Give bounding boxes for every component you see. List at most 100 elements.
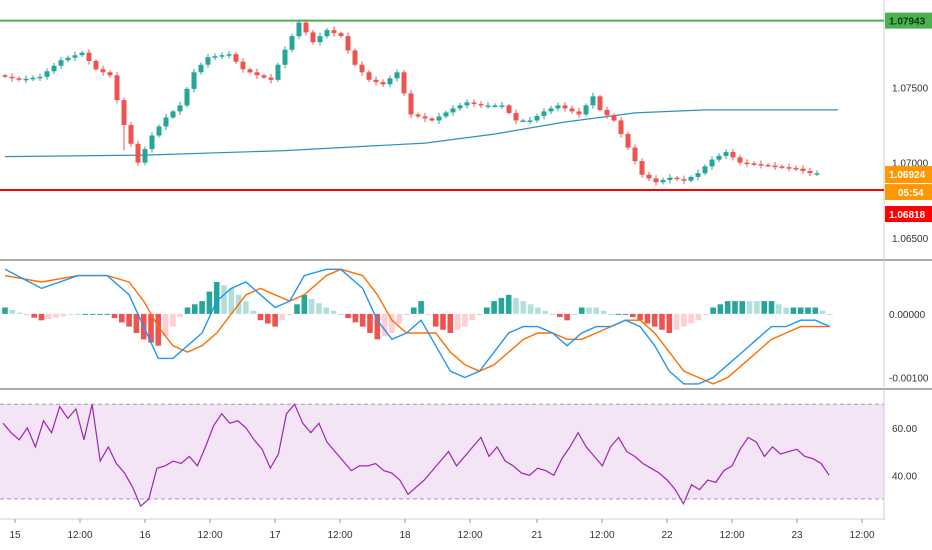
candle-body bbox=[625, 134, 631, 148]
macd-histogram-bar bbox=[345, 313, 351, 319]
candle-body bbox=[191, 72, 197, 89]
macd-histogram-bar bbox=[338, 313, 344, 315]
last-price-label: 1.06924 bbox=[889, 170, 926, 181]
candle-body bbox=[401, 72, 407, 94]
moving-average-line bbox=[4, 109, 838, 158]
macd-histogram-bar bbox=[31, 313, 37, 318]
candle-body bbox=[331, 30, 337, 34]
candle-body bbox=[289, 36, 295, 50]
candle-body bbox=[184, 88, 190, 106]
macd-histogram-bar bbox=[38, 313, 45, 321]
macd-histogram-bar bbox=[381, 313, 388, 337]
macd-histogram-bar bbox=[462, 313, 468, 327]
candle-body bbox=[44, 71, 50, 77]
rsi-tick-label: 40.00 bbox=[892, 471, 917, 482]
macd-histogram-bar bbox=[97, 313, 103, 315]
candle-body bbox=[317, 36, 323, 43]
price-pane[interactable] bbox=[0, 0, 884, 259]
candle-body bbox=[492, 105, 498, 107]
candle-body bbox=[247, 69, 253, 73]
candle-body bbox=[254, 72, 260, 76]
macd-histogram-bar bbox=[389, 313, 395, 333]
macd-histogram-bar bbox=[783, 307, 789, 314]
candle-body bbox=[597, 96, 603, 110]
candle-body bbox=[695, 173, 701, 177]
candle-body bbox=[555, 105, 561, 109]
support-price-label: 1.06818 bbox=[889, 210, 926, 221]
macd-histogram-bar bbox=[316, 303, 322, 314]
macd-tick-label: -0.00100 bbox=[889, 374, 929, 385]
macd-histogram-bar bbox=[82, 313, 89, 315]
candle-body bbox=[303, 22, 309, 33]
candle-body bbox=[478, 103, 484, 106]
macd-histogram-bar bbox=[622, 313, 629, 315]
macd-histogram-bar bbox=[148, 313, 154, 343]
last-price-tag bbox=[885, 166, 932, 184]
candle-body bbox=[65, 57, 71, 61]
candle-body bbox=[709, 159, 715, 167]
candle-body bbox=[296, 22, 302, 37]
macd-histogram-bar bbox=[564, 313, 570, 321]
candle-body bbox=[156, 126, 162, 136]
macd-histogram-bar bbox=[790, 307, 797, 314]
candle-body bbox=[107, 72, 113, 76]
candle-body bbox=[429, 118, 435, 121]
macd-histogram-bar bbox=[330, 310, 337, 314]
candle-body bbox=[576, 111, 582, 115]
macd-histogram-bar bbox=[476, 313, 483, 315]
candle-body bbox=[422, 116, 428, 119]
candle-body bbox=[93, 60, 99, 70]
candle-body bbox=[310, 32, 316, 43]
time-tick-label: 12:00 bbox=[849, 530, 874, 541]
macd-histogram-bar bbox=[724, 301, 731, 314]
candle-body bbox=[345, 36, 351, 51]
macd-histogram-bar bbox=[630, 313, 636, 318]
time-tick-label: 12:00 bbox=[67, 530, 92, 541]
macd-line bbox=[4, 268, 831, 385]
resistance-price-tag bbox=[885, 12, 932, 29]
macd-histogram-bar bbox=[498, 297, 505, 314]
macd-histogram-bar bbox=[754, 301, 760, 314]
candle-body bbox=[373, 79, 379, 83]
macd-histogram-bar bbox=[432, 313, 439, 327]
macd-histogram-bar bbox=[250, 310, 256, 314]
candle-body bbox=[786, 167, 792, 169]
candle-body bbox=[660, 179, 666, 183]
candle-body bbox=[737, 157, 743, 163]
macd-histogram-bar bbox=[24, 313, 30, 316]
macd-histogram-bar bbox=[440, 313, 446, 330]
candle-body bbox=[275, 64, 281, 80]
macd-histogram-bar bbox=[557, 313, 563, 318]
rsi-series bbox=[0, 403, 884, 508]
candle-body bbox=[72, 55, 78, 58]
candle-body bbox=[471, 102, 477, 104]
candle-body bbox=[149, 135, 155, 150]
candle-body bbox=[121, 100, 127, 125]
candle-body bbox=[702, 166, 708, 174]
macd-histogram-bar bbox=[75, 313, 81, 315]
candle-body bbox=[450, 108, 456, 113]
macd-histogram-bar bbox=[805, 307, 811, 314]
macd-histogram-bar bbox=[666, 313, 673, 333]
candle-body bbox=[23, 78, 29, 81]
support-price-tag bbox=[885, 206, 932, 223]
macd-histogram-bar bbox=[359, 313, 366, 327]
candle-body bbox=[233, 54, 239, 62]
candle-body bbox=[506, 105, 512, 113]
macd-histogram-bar bbox=[484, 307, 490, 314]
candle-body bbox=[9, 76, 15, 79]
rsi-line bbox=[2, 403, 830, 508]
macd-histogram-bar bbox=[133, 313, 140, 333]
macd-histogram-bar bbox=[396, 313, 402, 324]
candle-body bbox=[667, 177, 673, 180]
macd-histogram-bar bbox=[586, 307, 592, 314]
candle-body bbox=[366, 72, 372, 80]
macd-histogram-bar bbox=[2, 307, 8, 314]
macd-histogram-bar bbox=[681, 313, 687, 327]
macd-histogram-bar bbox=[578, 307, 585, 314]
candle-body bbox=[282, 49, 288, 65]
macd-histogram-bar bbox=[418, 301, 424, 314]
time-tick-label: 15 bbox=[9, 530, 21, 541]
macd-histogram-bar bbox=[374, 313, 381, 340]
